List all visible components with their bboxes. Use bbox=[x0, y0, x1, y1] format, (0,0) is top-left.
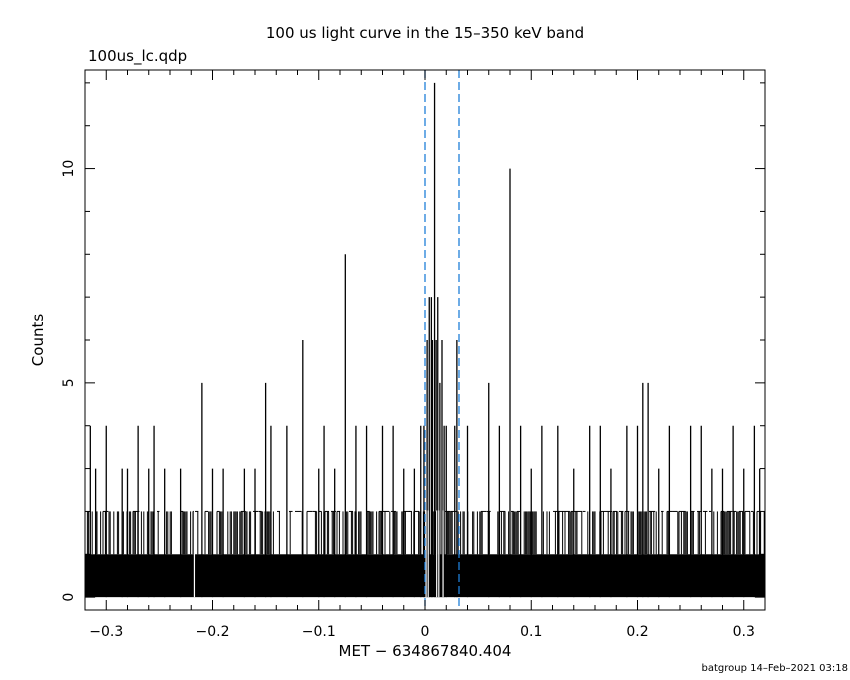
x-tick-label: 0.3 bbox=[733, 624, 755, 640]
vertical-markers bbox=[424, 70, 460, 610]
x-tick-label: −0.2 bbox=[196, 624, 230, 640]
y-tick-label: 10 bbox=[61, 160, 77, 178]
footer-stamp: batgroup 14–Feb–2021 03:18 bbox=[702, 663, 849, 674]
file-label: 100us_lc.qdp bbox=[88, 47, 187, 66]
x-tick-label: 0.1 bbox=[520, 624, 542, 640]
x-tick-labels: −0.3 −0.2 −0.1 0 0.1 0.2 0.3 bbox=[89, 624, 755, 640]
x-tick-label: 0.2 bbox=[626, 624, 648, 640]
x-tick-label: −0.1 bbox=[302, 624, 336, 640]
histogram-bars bbox=[85, 82, 765, 598]
y-tick-label: 0 bbox=[61, 593, 77, 602]
chart-title: 100 us light curve in the 15–350 keV ban… bbox=[266, 24, 584, 42]
x-tick-label: 0 bbox=[421, 624, 430, 640]
axis-ticks bbox=[84, 70, 766, 610]
y-tick-label: 5 bbox=[61, 378, 77, 387]
y-tick-labels: 0 5 10 bbox=[61, 160, 77, 602]
y-axis-label: Counts bbox=[29, 314, 47, 367]
x-tick-label: −0.3 bbox=[89, 624, 123, 640]
x-axis-label: MET − 634867840.404 bbox=[339, 642, 512, 660]
